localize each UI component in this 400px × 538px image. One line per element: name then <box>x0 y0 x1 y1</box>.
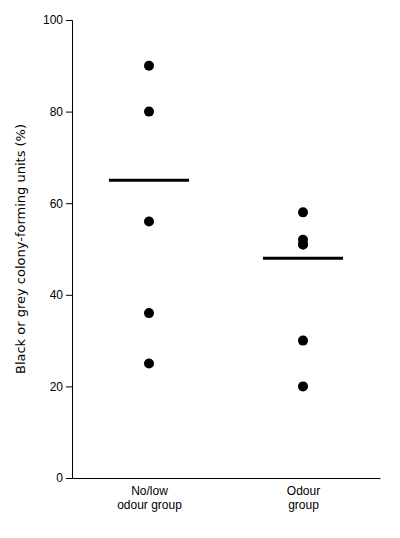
x-tick-label: No/lowodour group <box>117 484 182 512</box>
y-tick: 80 <box>50 105 72 119</box>
y-tick: 0 <box>56 471 72 485</box>
dot <box>298 239 308 249</box>
y-tick-mark <box>66 295 72 296</box>
plot: 0 20 40 60 80 100 No/lowodour group Odourgroup <box>43 13 381 512</box>
y-tick-label: 20 <box>50 380 64 394</box>
y-tick-label: 60 <box>50 197 64 211</box>
y-tick-label: 80 <box>50 105 64 119</box>
chart: 0 20 40 60 80 100 No/lowodour group Odourgroup B… <box>0 0 400 538</box>
dot <box>298 336 308 346</box>
chart-container: 0 20 40 60 80 100 No/lowodour group Odourgroup B… <box>0 0 400 538</box>
y-tick-mark <box>66 20 72 21</box>
y-tick-mark <box>66 203 72 204</box>
x-axis-line <box>73 478 381 479</box>
dot <box>144 61 154 71</box>
y-tick-label: 0 <box>56 471 63 485</box>
y-tick-mark <box>66 112 72 113</box>
y-axis: 0 20 40 60 80 100 <box>43 13 73 485</box>
x-axis: No/lowodour group Odourgroup <box>73 479 381 512</box>
x-tick-label-line: Odour <box>287 484 320 498</box>
dot <box>144 359 154 369</box>
y-tick-label: 40 <box>50 288 64 302</box>
dot <box>298 207 308 217</box>
y-tick-label: 100 <box>43 13 63 27</box>
x-tick: No/lowodour group <box>117 484 182 512</box>
mean-line <box>263 257 343 260</box>
x-tick-label-line: group <box>288 498 319 512</box>
dot <box>144 308 154 318</box>
x-tick-label-line: odour group <box>117 498 182 512</box>
dot <box>144 107 154 117</box>
y-axis-line <box>66 21 73 479</box>
y-tick: 40 <box>50 288 72 302</box>
y-tick-mark <box>66 386 72 387</box>
y-axis-title: Black or grey colony-forming units (%) <box>13 124 28 374</box>
x-tick-label: Odourgroup <box>287 484 320 512</box>
dot <box>298 381 308 391</box>
y-tick: 60 <box>50 197 72 211</box>
y-tick: 20 <box>50 380 72 394</box>
mean-line <box>109 179 189 182</box>
marks <box>109 61 343 392</box>
x-tick-label-line: No/low <box>131 484 168 498</box>
dot <box>144 217 154 227</box>
y-tick-mark <box>66 478 72 479</box>
dot <box>298 239 308 249</box>
x-tick: Odourgroup <box>287 484 320 512</box>
y-tick: 100 <box>43 13 72 27</box>
